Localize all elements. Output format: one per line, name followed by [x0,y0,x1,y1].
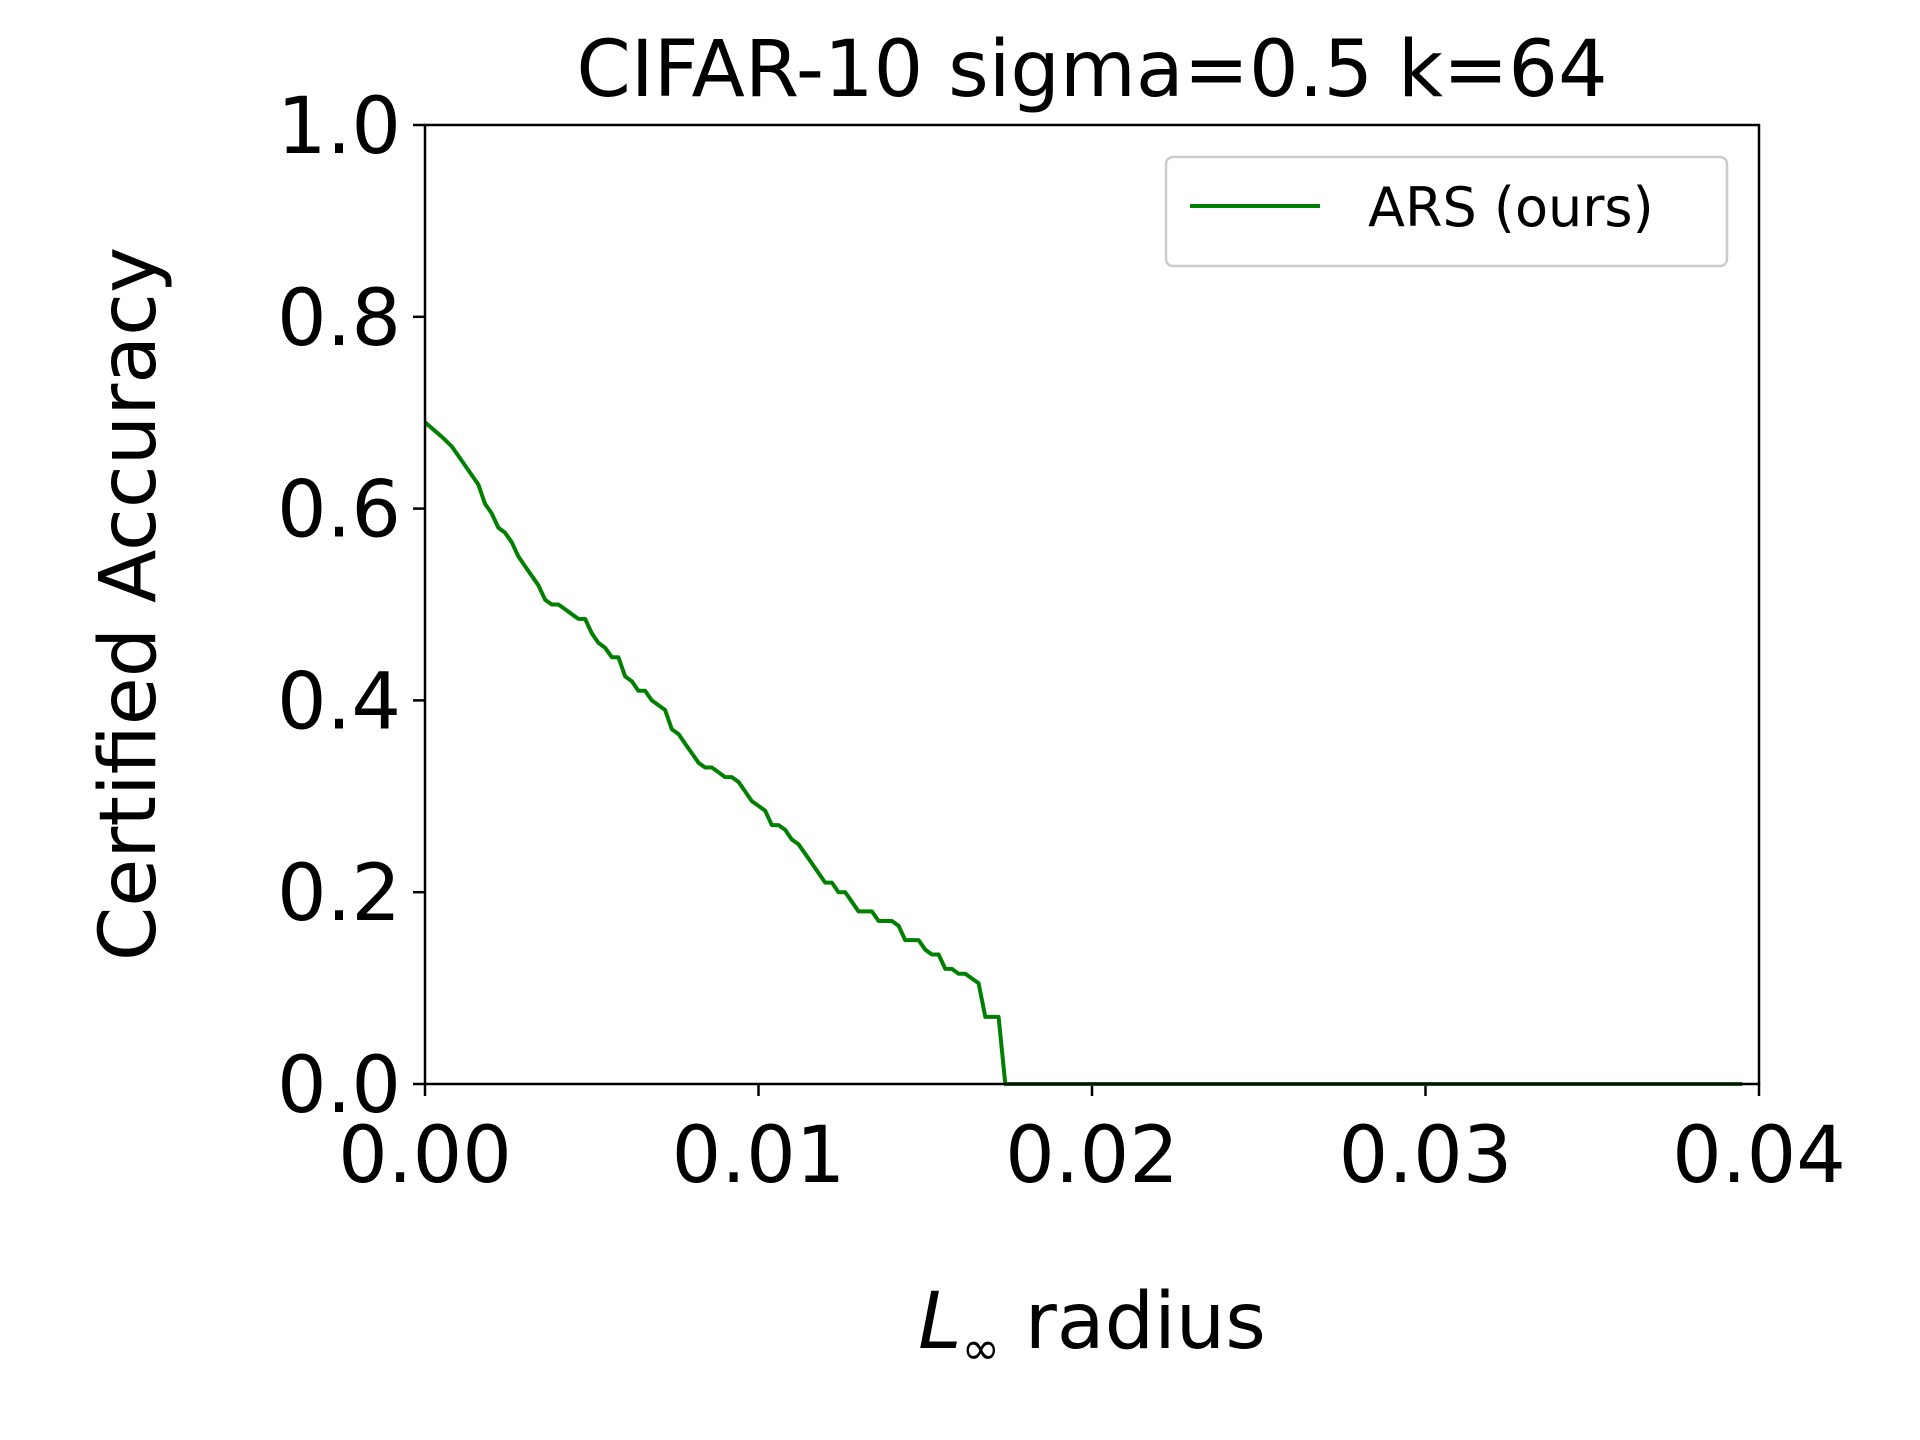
y-tick-label: 0.4 [277,657,401,747]
series-line-ars [423,420,1743,1086]
y-tick-label: 0.2 [277,849,401,939]
y-tick-label: 1.0 [277,82,401,172]
legend-box [1164,155,1729,268]
x-axis-label: L∞ radius [918,1277,1266,1375]
x-tick-label: 0.04 [1672,1111,1846,1201]
x-tick-label: 0.02 [1005,1111,1179,1201]
y-tick-label: 0.8 [277,274,401,364]
y-tick-label: 0.0 [277,1041,401,1131]
chart-title: CIFAR-10 sigma=0.5 k=64 [576,25,1607,115]
plot-frame [423,123,1761,1086]
y-tick-label: 0.6 [277,466,401,556]
x-tick-label: 0.01 [672,1111,846,1201]
x-axis-label-subscript: ∞ [962,1321,1000,1375]
x-tick-label: 0.03 [1339,1111,1513,1201]
x-axis-label-rest: radius [1000,1277,1266,1367]
y-axis-ticks: 0.0 0.2 0.4 0.6 0.8 1.0 [277,82,425,1131]
y-axis-label: Certified Accuracy [84,247,174,961]
x-axis-label-main: L [918,1277,961,1367]
legend: ARS (ours) [1164,155,1729,268]
x-axis-ticks: 0.00 0.01 0.02 0.03 0.04 [338,1084,1846,1201]
legend-label-ars: ARS (ours) [1368,176,1654,239]
x-tick-label: 0.00 [338,1111,512,1201]
